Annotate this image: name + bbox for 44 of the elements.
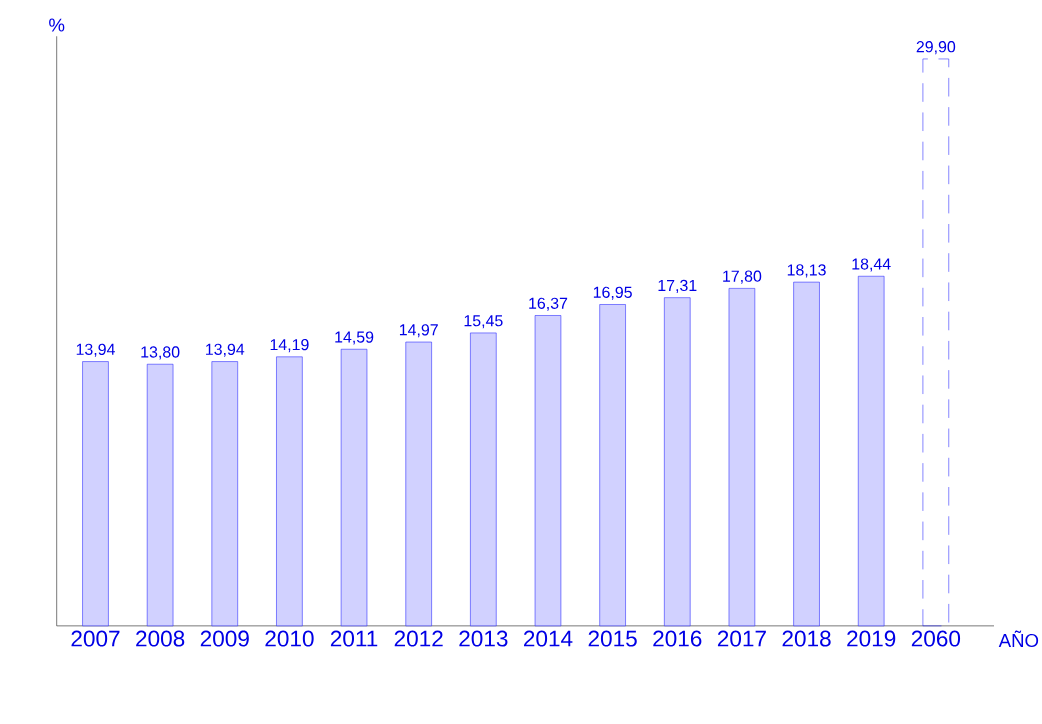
data-label: 16,95 — [593, 286, 632, 300]
data-label: 17,80 — [723, 270, 762, 284]
bar — [211, 361, 238, 627]
x-tick-label: 2008 — [136, 630, 185, 647]
bar — [146, 363, 174, 627]
x-tick-label: 2010 — [265, 630, 314, 647]
data-label: 18,44 — [852, 258, 891, 272]
data-label: 14,59 — [335, 331, 374, 345]
data-label: 14,97 — [399, 324, 438, 338]
x-tick-label: 2013 — [459, 630, 508, 647]
x-tick-label: 2019 — [847, 630, 896, 647]
data-label: 13,94 — [76, 343, 115, 357]
x-tick-label: 2060 — [911, 630, 961, 647]
data-label: 13,94 — [206, 343, 245, 357]
x-tick-label: 2017 — [717, 630, 766, 647]
x-tick-label: 2011 — [330, 630, 378, 647]
y-axis-title: % — [49, 18, 65, 32]
x-tick-label: 2012 — [394, 630, 443, 647]
data-label: 14,19 — [270, 338, 309, 353]
data-label: 29,90 — [916, 41, 956, 55]
x-tick-label: 2016 — [653, 630, 702, 647]
data-label: 15,45 — [464, 315, 503, 329]
data-label: 13,80 — [141, 346, 180, 360]
bar — [470, 332, 497, 627]
bar — [405, 341, 432, 627]
bar — [857, 275, 885, 627]
x-tick-label: 2014 — [524, 630, 573, 647]
x-tick-label: 2018 — [782, 630, 831, 647]
x-tick-label: 2007 — [71, 630, 120, 647]
bar — [534, 315, 562, 627]
data-label: 16,37 — [529, 297, 568, 311]
x-tick-label: 2009 — [200, 630, 249, 647]
bar — [340, 348, 368, 627]
bar — [922, 58, 950, 627]
bar — [664, 297, 691, 627]
x-axis-title: AÑO — [998, 630, 1039, 648]
bar — [728, 288, 756, 627]
data-label: 18,13 — [787, 264, 826, 278]
bar — [82, 361, 109, 627]
bar — [793, 281, 820, 627]
x-tick-label: 2015 — [588, 630, 637, 647]
bar — [599, 304, 626, 627]
bar — [276, 356, 303, 627]
data-label: 17,31 — [658, 279, 697, 293]
